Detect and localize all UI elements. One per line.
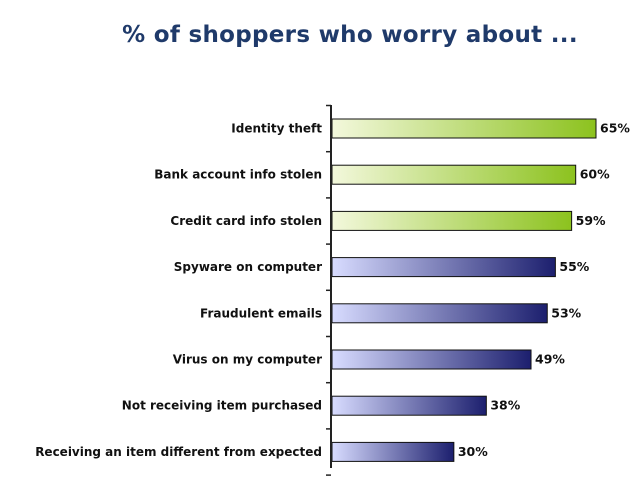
bar	[331, 441, 455, 462]
chart-title: % of shoppers who worry about ...	[122, 22, 578, 48]
category-label: Not receiving item purchased	[122, 399, 322, 413]
bar	[331, 210, 573, 231]
value-label: 30%	[458, 444, 488, 459]
category-label: Fraudulent emails	[200, 306, 322, 320]
value-label: 38%	[490, 398, 520, 413]
category-label: Spyware on computer	[174, 260, 322, 274]
value-label: 60%	[580, 167, 610, 182]
bar	[331, 395, 487, 416]
bars-group: Identity theft 65% Bank account info stole…	[35, 118, 630, 462]
category-label: Bank account info stolen	[154, 168, 322, 182]
value-label: 55%	[559, 259, 589, 274]
value-label: 49%	[535, 352, 565, 367]
bar	[331, 164, 577, 185]
bar	[331, 349, 532, 370]
value-label: 65%	[600, 121, 630, 136]
category-label: Virus on my computer	[173, 353, 322, 367]
category-label: Identity theft	[231, 122, 322, 136]
value-label: 59%	[576, 213, 606, 228]
bar	[331, 303, 548, 324]
bar	[331, 118, 597, 139]
axis-ticks	[326, 104, 331, 476]
value-label: 53%	[551, 305, 581, 320]
bar	[331, 257, 556, 278]
category-label: Credit card info stolen	[170, 214, 322, 228]
category-label: Receiving an item different from expecte…	[35, 445, 322, 459]
